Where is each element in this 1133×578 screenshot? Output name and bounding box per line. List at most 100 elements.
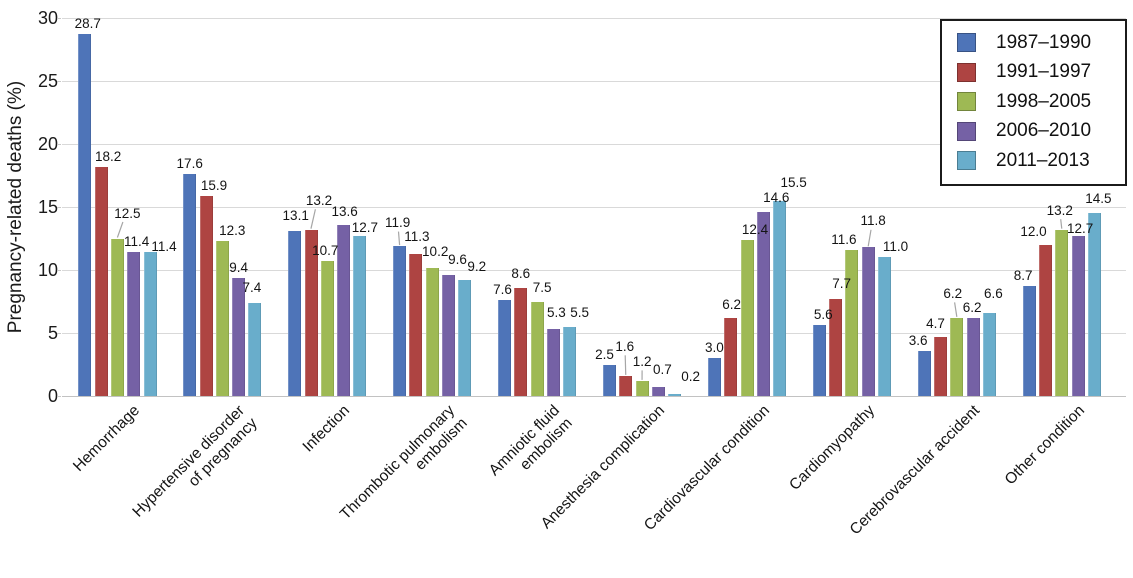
value-label: 6.2 <box>962 299 982 315</box>
value-label: 5.5 <box>570 304 590 320</box>
bar-1987–1990-Hemorrhage <box>78 34 92 396</box>
y-tick-label: 5 <box>47 323 58 343</box>
value-label: 11.4 <box>151 239 177 255</box>
legend-swatch-icon <box>957 121 976 141</box>
value-label: 12.5 <box>114 205 141 221</box>
value-label: 7.5 <box>532 279 552 295</box>
value-label: 9.4 <box>229 259 248 275</box>
legend-swatch-icon <box>957 33 976 53</box>
bar-1998–2005-Hypertensive disorder of pregnancy <box>215 241 229 396</box>
value-label: 13.2 <box>305 192 333 208</box>
value-label: 13.1 <box>282 207 309 223</box>
y-tick-label: 30 <box>37 8 58 28</box>
value-label: 13.6 <box>331 203 358 219</box>
value-label: 8.6 <box>511 265 531 281</box>
bar-2006–2010-Hemorrhage <box>127 252 141 396</box>
y-tick-mark <box>57 396 61 397</box>
bar-1998–2005-Cerebrovascular accident <box>950 317 964 396</box>
value-label: 18.2 <box>94 148 122 164</box>
bar-2006–2010-Anesthesia complication <box>651 387 665 396</box>
legend-swatch-icon <box>957 151 976 171</box>
bar-2006–2010-Cardiovascular condition <box>756 212 770 396</box>
bar-1987–1990-Thrombotic pulmonary embolism <box>393 246 407 396</box>
y-tick-mark <box>57 144 61 145</box>
x-axis-line <box>62 396 1126 397</box>
legend-item-2011–2013: 2011–2013 <box>942 146 1125 176</box>
value-label: 5.6 <box>813 307 833 323</box>
category-label-cardiomyopathy: Cardiomyopathy <box>682 402 879 578</box>
value-label: 4.7 <box>926 315 945 331</box>
bar-1987–1990-Hypertensive disorder of pregnancy <box>183 174 197 396</box>
category-label-line: Cardiomyopathy <box>786 402 878 494</box>
bar-1987–1990-Amniotic fluid embolism <box>498 300 511 396</box>
legend-label: 1991–1997 <box>996 61 1092 83</box>
y-tick-mark <box>57 207 61 208</box>
bar-1987–1990-Other condition <box>1022 286 1036 396</box>
value-label: 12.0 <box>1020 223 1047 239</box>
value-label: 11.4 <box>124 234 150 250</box>
gridline-25 <box>62 81 1126 82</box>
value-label: 3.6 <box>908 332 928 348</box>
y-tick-label: 10 <box>37 260 58 280</box>
value-label: 11.3 <box>404 228 430 244</box>
bar-1987–1990-Anesthesia complication <box>603 364 616 396</box>
legend-item-1991–1997: 1991–1997 <box>942 58 1125 88</box>
gridline-10 <box>62 270 1126 271</box>
value-label: 12.7 <box>351 220 379 235</box>
value-label: 28.7 <box>74 16 101 32</box>
gridline-5 <box>62 333 1126 334</box>
value-label: 12.4 <box>741 221 769 237</box>
bar-2011–2013-Hemorrhage <box>143 252 157 396</box>
bar-1991–1997-Cardiovascular condition <box>724 317 738 396</box>
bar-2006–2010-Infection <box>337 224 351 396</box>
bar-1987–1990-Infection <box>288 230 302 396</box>
bar-1991–1997-Cardiomyopathy <box>829 299 843 396</box>
value-label: 11.8 <box>860 213 886 229</box>
value-label: 13.2 <box>1046 202 1073 218</box>
bar-1998–2005-Cardiovascular condition <box>740 239 754 396</box>
gridline-30 <box>62 18 1126 19</box>
value-label: 3.0 <box>705 340 724 356</box>
bar-1987–1990-Cardiomyopathy <box>812 325 826 396</box>
bar-1991–1997-Thrombotic pulmonary embolism <box>409 253 423 396</box>
value-label: 10.7 <box>312 243 339 259</box>
value-label: 1.6 <box>615 338 635 354</box>
value-label: 14.5 <box>1085 191 1112 207</box>
value-label: 9.6 <box>448 252 467 267</box>
value-label: 8.7 <box>1013 268 1033 284</box>
value-label: 6.2 <box>722 296 742 312</box>
legend-label: 1998–2005 <box>996 90 1092 112</box>
bar-2011–2013-Cardiovascular condition <box>773 200 787 396</box>
bar-1991–1997-Anesthesia complication <box>619 375 633 396</box>
value-label: 7.6 <box>493 282 512 298</box>
bar-2006–2010-Amniotic fluid embolism <box>546 329 560 396</box>
category-label-line: Cardiovascular condition <box>640 402 774 535</box>
bar-1987–1990-Cardiovascular condition <box>707 358 721 396</box>
legend-swatch-icon <box>957 92 976 112</box>
bar-1991–1997-Hemorrhage <box>94 166 108 396</box>
category-label-cerebrovascular-accident: Cerebrovascular accident <box>787 402 984 578</box>
category-label-line: Hypertensive disorder <box>129 402 249 521</box>
value-label: 1.2 <box>632 353 652 369</box>
bar-1998–2005-Amniotic fluid embolism <box>530 301 544 396</box>
legend-item-1987–1990: 1987–1990 <box>942 28 1125 58</box>
value-label: 12.3 <box>219 223 246 238</box>
bar-2006–2010-Hypertensive disorder of pregnancy <box>232 277 246 396</box>
legend-swatch-icon <box>957 62 976 82</box>
category-label-cardiovascular-condition: Cardiovascular condition <box>577 402 774 578</box>
bar-2006–2010-Thrombotic pulmonary embolism <box>442 275 455 396</box>
value-label: 17.6 <box>176 156 203 172</box>
y-tick-mark <box>57 81 61 82</box>
bar-2011–2013-Hypertensive disorder of pregnancy <box>248 302 262 396</box>
bar-1998–2005-Thrombotic pulmonary embolism <box>425 267 439 396</box>
y-tick-label: 25 <box>37 71 58 91</box>
value-label: 0.7 <box>653 362 672 378</box>
bar-2011–2013-Anesthesia complication <box>668 393 682 396</box>
value-label: 5.3 <box>547 305 566 321</box>
bar-1998–2005-Other condition <box>1055 229 1069 396</box>
bar-1991–1997-Hypertensive disorder of pregnancy <box>199 195 213 396</box>
legend: 1987–1990 1991–1997 1998–2005 2006–2010 2011… <box>940 19 1127 186</box>
gridline-15 <box>62 207 1126 208</box>
bar-1991–1997-Amniotic fluid embolism <box>514 287 528 396</box>
